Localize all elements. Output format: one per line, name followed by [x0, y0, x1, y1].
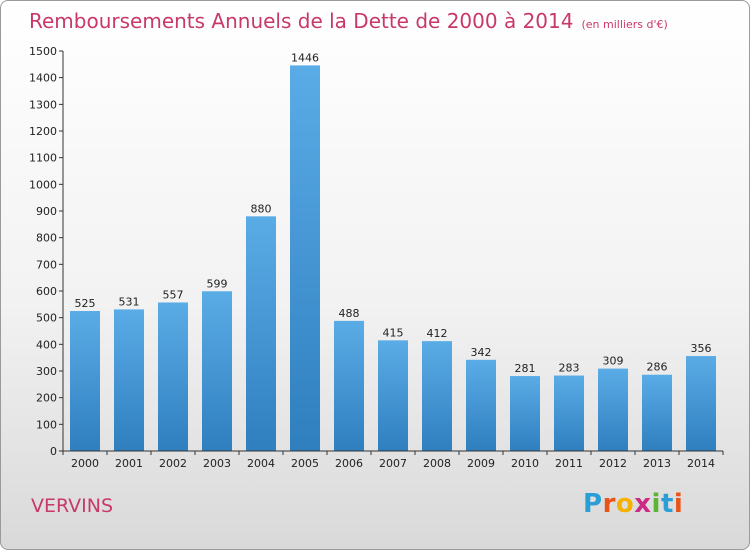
bars: 525 531 557 599 880 1446 488 415 412 342 281 283 309… [70, 51, 716, 452]
x-tick-label: 2008 [423, 457, 451, 470]
y-tick-label: 1000 [29, 178, 57, 191]
x-tick-label: 2002 [159, 457, 187, 470]
x-tick-label: 2001 [115, 457, 143, 470]
data-label-2000: 525 [75, 297, 96, 310]
data-label-2004: 880 [251, 202, 272, 215]
y-tick-label: 1200 [29, 125, 57, 138]
x-tick-label: 2014 [687, 457, 715, 470]
bar-2001 [114, 309, 144, 451]
x-tick-label: 2011 [555, 457, 583, 470]
bar-2009 [466, 359, 496, 451]
x-tick-label: 2010 [511, 457, 539, 470]
bar-2002 [158, 302, 188, 451]
city-name: VERVINS [31, 495, 114, 517]
logo-letter: P [583, 489, 603, 519]
data-label-2007: 415 [383, 326, 404, 339]
y-tick-label: 800 [36, 232, 57, 245]
x-tick-label: 2005 [291, 457, 319, 470]
y-tick-label: 0 [50, 445, 57, 458]
y-tick-label: 500 [36, 312, 57, 325]
y-tick-label: 700 [36, 258, 57, 271]
logo-letter: i [651, 489, 661, 519]
y-tick-label: 1300 [29, 98, 57, 111]
bar-2003 [202, 291, 232, 451]
x-tick-label: 2012 [599, 457, 627, 470]
y-tick-label: 100 [36, 418, 57, 431]
data-label-2012: 309 [603, 355, 624, 368]
data-label-2002: 557 [163, 288, 184, 301]
data-label-2005: 1446 [291, 51, 319, 64]
logo-letter: i [673, 489, 684, 519]
bar-2008 [422, 341, 452, 451]
y-axis: 0 100 200 300 400 500 600 700 800 900 1000 1100 1200… [29, 45, 64, 458]
data-label-2008: 412 [427, 327, 448, 340]
x-tick-label: 2009 [467, 457, 495, 470]
x-tick-label: 2004 [247, 457, 275, 470]
chart-unit: (en milliers d'€) [581, 18, 668, 31]
bar-2014 [686, 356, 716, 451]
logo-letter: x [634, 489, 652, 519]
data-label-2013: 286 [647, 361, 668, 374]
y-tick-label: 600 [36, 285, 57, 298]
logo-letter: o [615, 489, 635, 519]
data-label-2003: 599 [207, 277, 228, 290]
data-label-2014: 356 [691, 342, 712, 355]
x-tick-label: 2013 [643, 457, 671, 470]
x-tick-label: 2007 [379, 457, 407, 470]
bar-2012 [598, 368, 628, 451]
bar-2000 [70, 311, 100, 451]
data-label-2001: 531 [119, 295, 140, 308]
logo-letter: t [660, 489, 674, 519]
data-label-2011: 283 [559, 362, 580, 375]
bar-2013 [642, 374, 672, 451]
data-label-2006: 488 [339, 307, 360, 320]
bar-2004 [246, 216, 276, 451]
y-tick-label: 300 [36, 365, 57, 378]
y-tick-label: 1500 [29, 45, 57, 58]
y-tick-label: 1100 [29, 152, 57, 165]
x-axis: 2000 2001 2002 2003 2004 2005 2006 2007 2008 2009… [62, 450, 724, 470]
chart-title-text: Remboursements Annuels de la Dette de 20… [29, 9, 574, 33]
y-tick-label: 400 [36, 338, 57, 351]
bar-2010 [510, 376, 540, 451]
bar-2011 [554, 375, 584, 451]
data-label-2010: 281 [515, 362, 536, 375]
bar-2006 [334, 320, 364, 451]
y-tick-label: 1400 [29, 72, 57, 85]
proxiti-logo: Proxiti [583, 489, 683, 519]
y-tick-label: 200 [36, 392, 57, 405]
y-tick-label: 900 [36, 205, 57, 218]
bar-2007 [378, 340, 408, 451]
x-tick-label: 2006 [335, 457, 363, 470]
data-label-2009: 342 [471, 346, 492, 359]
bar-2005 [290, 65, 320, 452]
x-tick-label: 2000 [71, 457, 99, 470]
logo-letter: r [602, 489, 616, 519]
chart-title: Remboursements Annuels de la Dette de 20… [29, 9, 668, 33]
x-tick-label: 2003 [203, 457, 231, 470]
